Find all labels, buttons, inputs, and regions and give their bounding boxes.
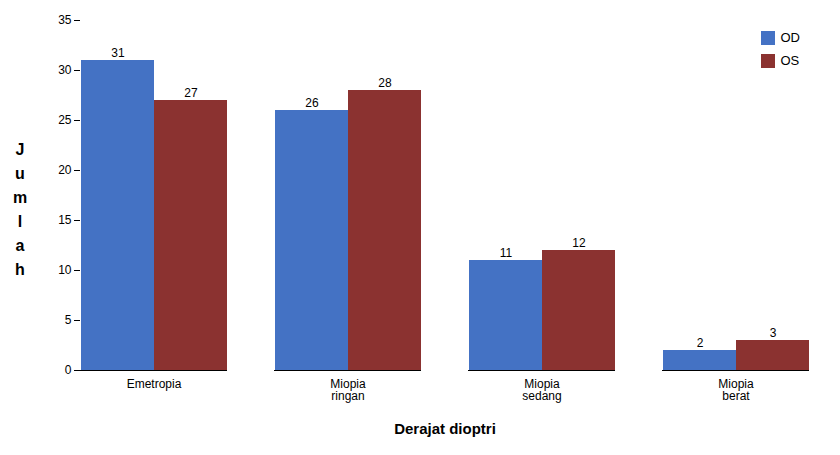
svg-text:3: 3	[770, 326, 777, 340]
svg-text:Miopiaringan: Miopiaringan	[330, 377, 366, 403]
svg-text:27: 27	[184, 86, 198, 100]
svg-text:15: 15	[58, 213, 72, 227]
svg-text:12: 12	[572, 236, 586, 250]
svg-text:10: 10	[58, 263, 72, 277]
svg-text:Emetropia: Emetropia	[127, 377, 182, 391]
svg-text:28: 28	[378, 76, 392, 90]
html-text:u: u	[15, 165, 25, 182]
html-text:l: l	[17, 213, 23, 230]
svg-text:Miopiasedang: Miopiasedang	[522, 377, 561, 403]
svg-text:35: 35	[58, 13, 72, 27]
svg-text:5: 5	[65, 313, 72, 327]
svg-text:11: 11	[500, 246, 513, 260]
svg-text:2: 2	[697, 336, 704, 350]
svg-text:20: 20	[58, 163, 72, 177]
html-text:a: a	[15, 237, 25, 254]
html-text:m: m	[12, 189, 28, 206]
html-text:h: h	[15, 261, 25, 278]
svg-text:0: 0	[65, 363, 72, 377]
html-text:OD: OD	[780, 30, 800, 45]
html-text:Derajat dioptri: Derajat dioptri	[394, 420, 496, 437]
svg-text:26: 26	[305, 96, 319, 110]
svg-text:30: 30	[58, 63, 72, 77]
html-text:J: J	[15, 141, 25, 158]
svg-text:Miopiaberat: Miopiaberat	[718, 377, 754, 403]
svg-text:25: 25	[58, 113, 72, 127]
svg-text:31: 31	[111, 46, 125, 60]
html-text:OS: OS	[780, 53, 800, 68]
